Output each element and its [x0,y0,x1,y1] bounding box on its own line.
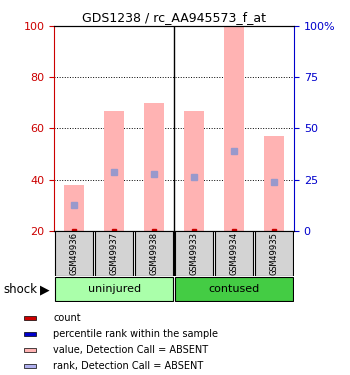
Bar [184,111,204,231]
Bar [215,231,253,276]
Bar [95,231,133,276]
Text: GSM49937: GSM49937 [110,232,119,275]
Text: rank, Detection Call = ABSENT: rank, Detection Call = ABSENT [54,361,204,371]
Text: ▶: ▶ [40,283,50,296]
Bar [64,184,84,231]
Text: shock: shock [4,283,37,296]
Text: count: count [54,313,81,323]
Bar [55,277,173,301]
Text: uninjured: uninjured [88,284,141,294]
Title: GDS1238 / rc_AA945573_f_at: GDS1238 / rc_AA945573_f_at [82,11,266,24]
Bar [24,364,36,368]
Bar [24,332,36,336]
Bar [104,111,124,231]
Text: contused: contused [209,284,260,294]
Bar [175,277,293,301]
Bar [135,231,173,276]
Bar [24,348,36,352]
Bar [24,316,36,320]
Text: GSM49938: GSM49938 [150,232,159,275]
Bar [55,231,93,276]
Bar [144,103,164,231]
Bar [224,26,244,231]
Text: GSM49934: GSM49934 [230,232,239,275]
Bar [264,136,284,231]
Text: value, Detection Call = ABSENT: value, Detection Call = ABSENT [54,345,209,355]
Bar [175,231,213,276]
Text: percentile rank within the sample: percentile rank within the sample [54,329,218,339]
Text: GSM49936: GSM49936 [70,232,79,275]
Text: GSM49933: GSM49933 [190,232,198,275]
Text: GSM49935: GSM49935 [270,232,279,275]
Bar [255,231,293,276]
